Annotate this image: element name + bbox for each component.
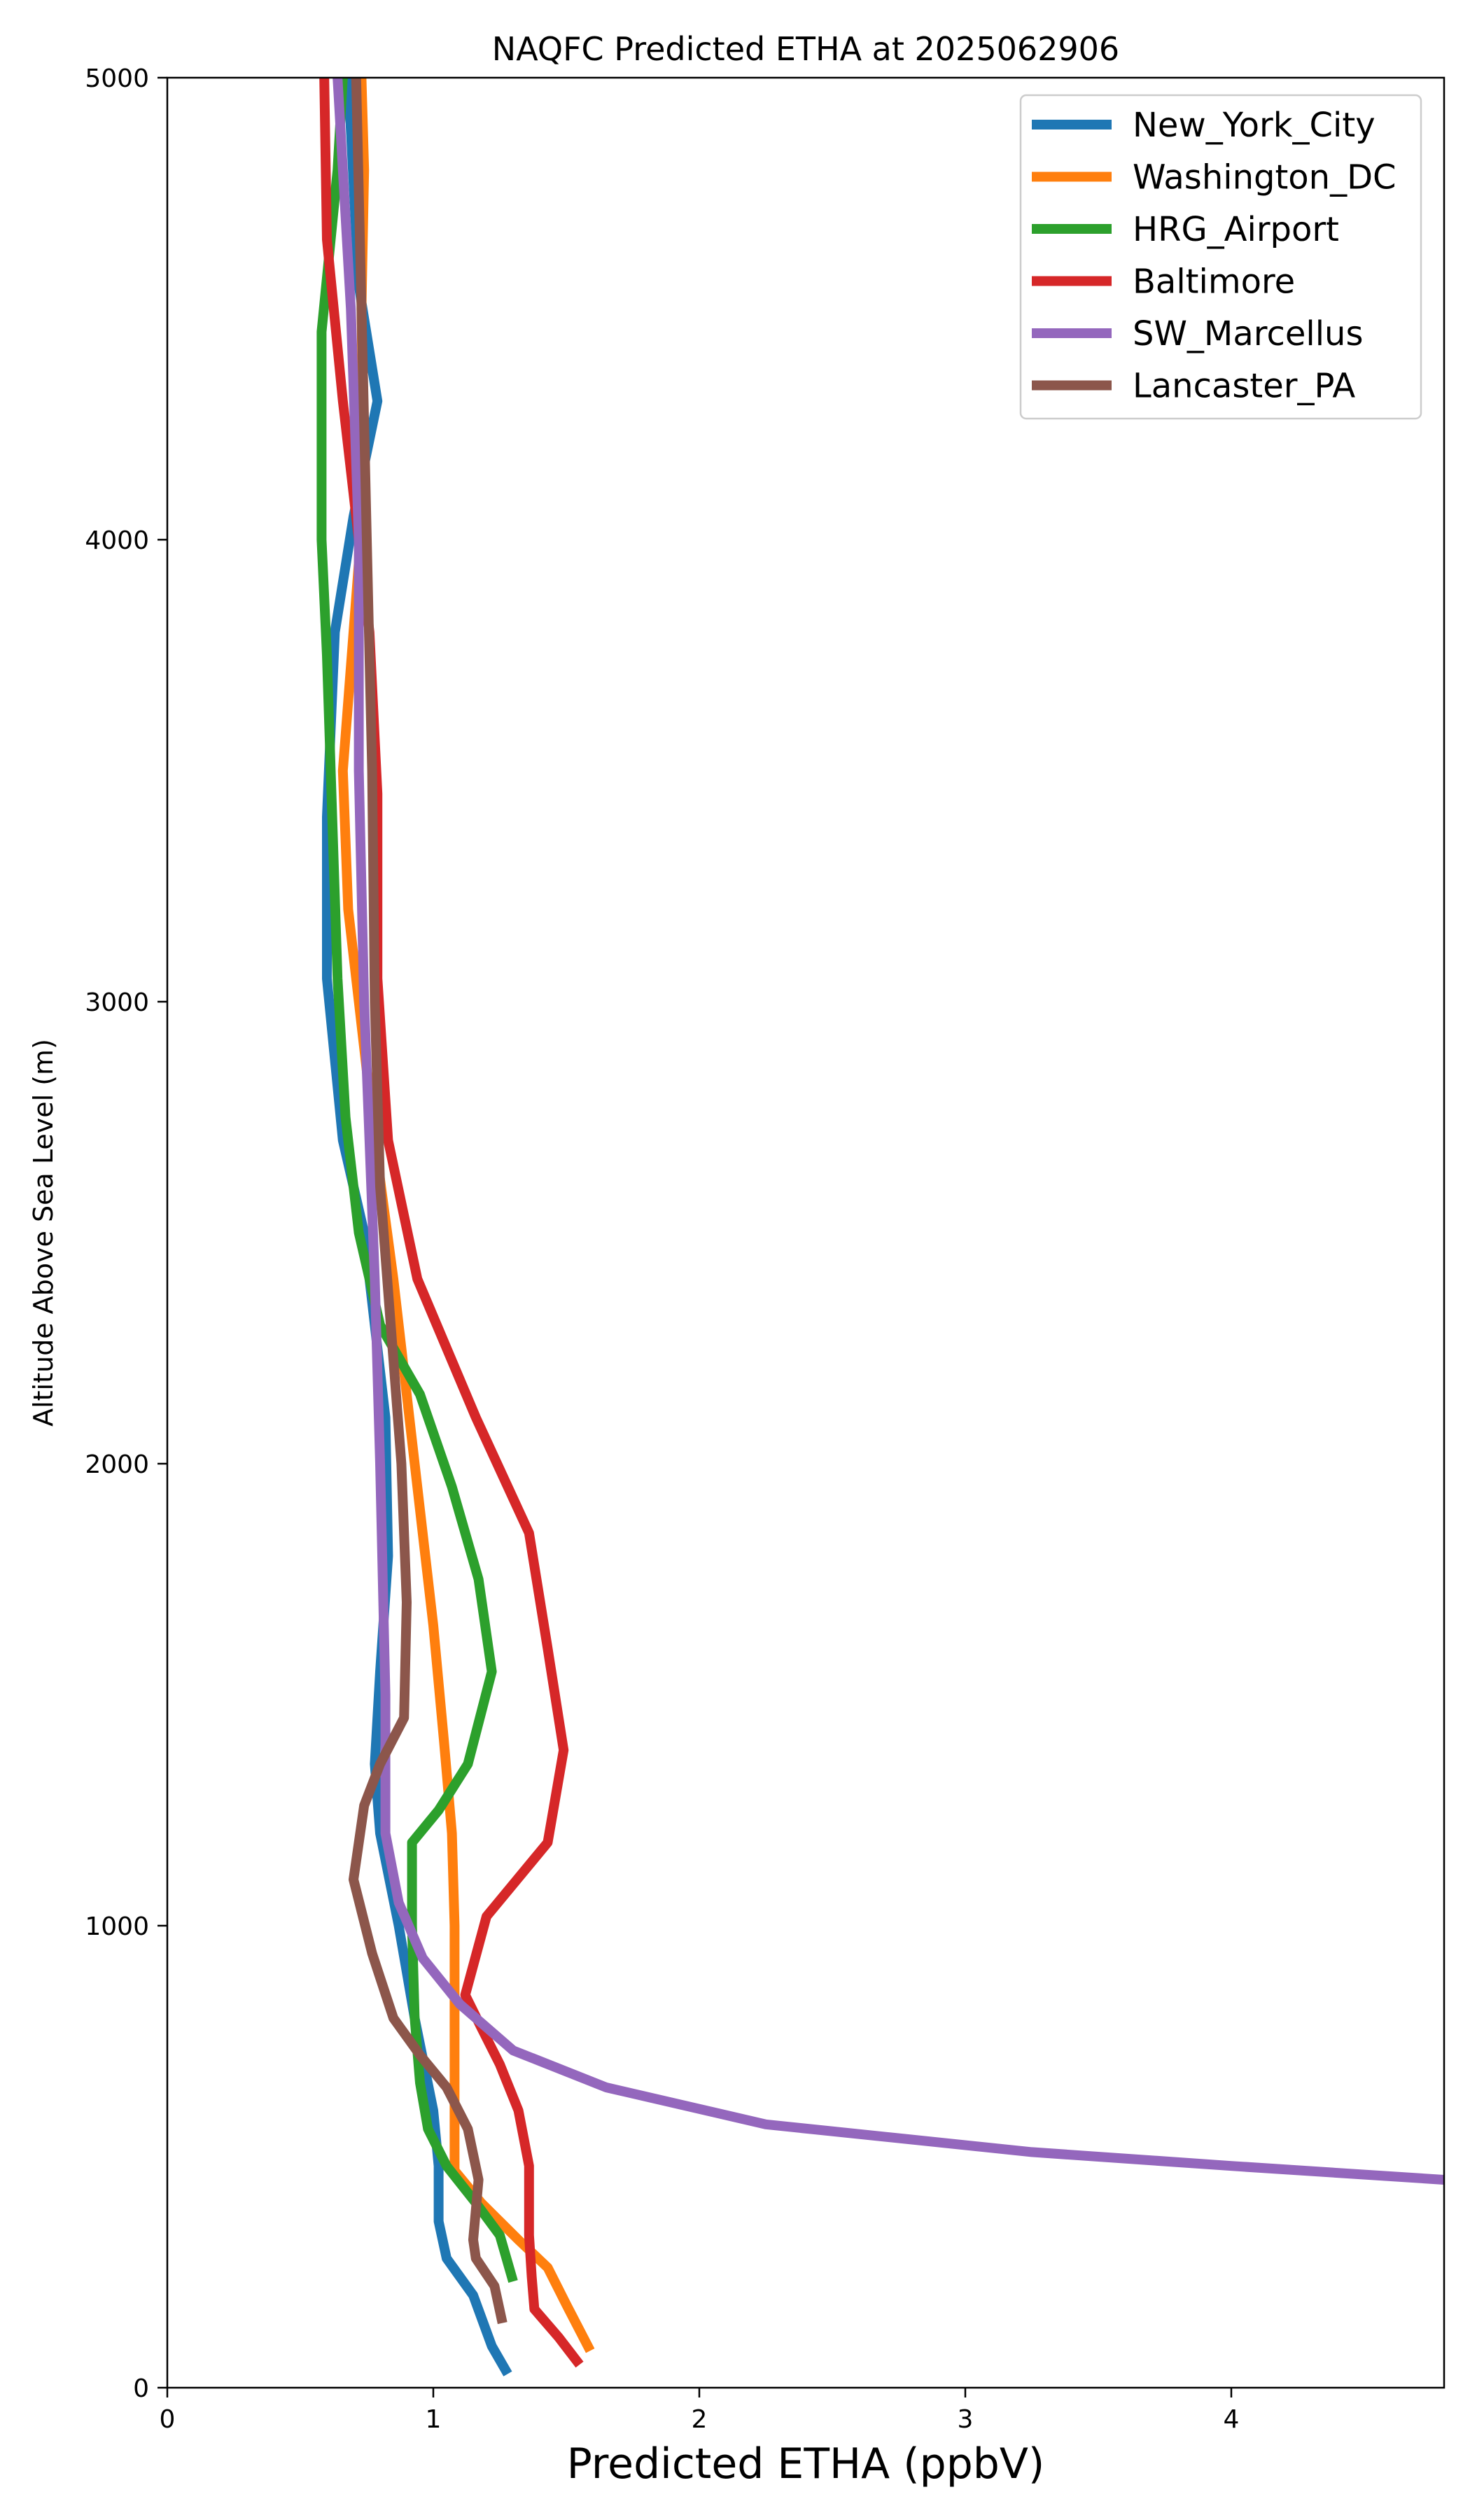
y-tick-label: 3000: [85, 988, 149, 1017]
x-tick-label: 4: [1224, 2405, 1240, 2434]
legend-label-new-york-city: New_York_City: [1133, 106, 1376, 145]
legend-label-lancaster-pa: Lancaster_PA: [1133, 367, 1355, 406]
legend-label-sw-marcellus: SW_Marcellus: [1133, 314, 1363, 354]
legend-label-washington-dc: Washington_DC: [1133, 158, 1396, 197]
x-tick-label: 1: [426, 2405, 442, 2434]
x-axis: 0 1 2 3 4: [160, 2388, 1240, 2434]
chart-title: NAQFC Predicted ETHA at 2025062906: [492, 30, 1119, 68]
legend-label-hrg-airport: HRG_Airport: [1133, 210, 1339, 249]
y-tick-label: 5000: [85, 64, 149, 93]
x-axis-label: Predicted ETHA (ppbV): [567, 2440, 1045, 2488]
y-tick-label: 1000: [85, 1912, 149, 1941]
legend: New_York_City Washington_DC HRG_Airport Bal…: [1019, 94, 1422, 420]
series-line-hrg-airport: [316, 78, 518, 2283]
y-tick-label: 0: [133, 2374, 149, 2403]
y-axis: 0 1000 2000 3000 4000 5000: [85, 64, 167, 2403]
plot-frame: [166, 76, 1446, 2389]
legend-frame: [1019, 94, 1422, 420]
x-tick-label: 3: [958, 2405, 974, 2434]
series-layer: [316, 78, 1444, 2376]
x-tick-label: 0: [160, 2405, 176, 2434]
series-line-lancaster-pa: [349, 78, 507, 2325]
y-axis-label: Altitude Above Sea Level (m): [28, 1039, 59, 1427]
y-tick-label: 2000: [85, 1450, 149, 1479]
series-line-sw-marcellus: [332, 78, 1444, 2185]
x-tick-label: 2: [692, 2405, 708, 2434]
y-tick-label: 4000: [85, 526, 149, 555]
legend-label-baltimore: Baltimore: [1133, 262, 1295, 302]
